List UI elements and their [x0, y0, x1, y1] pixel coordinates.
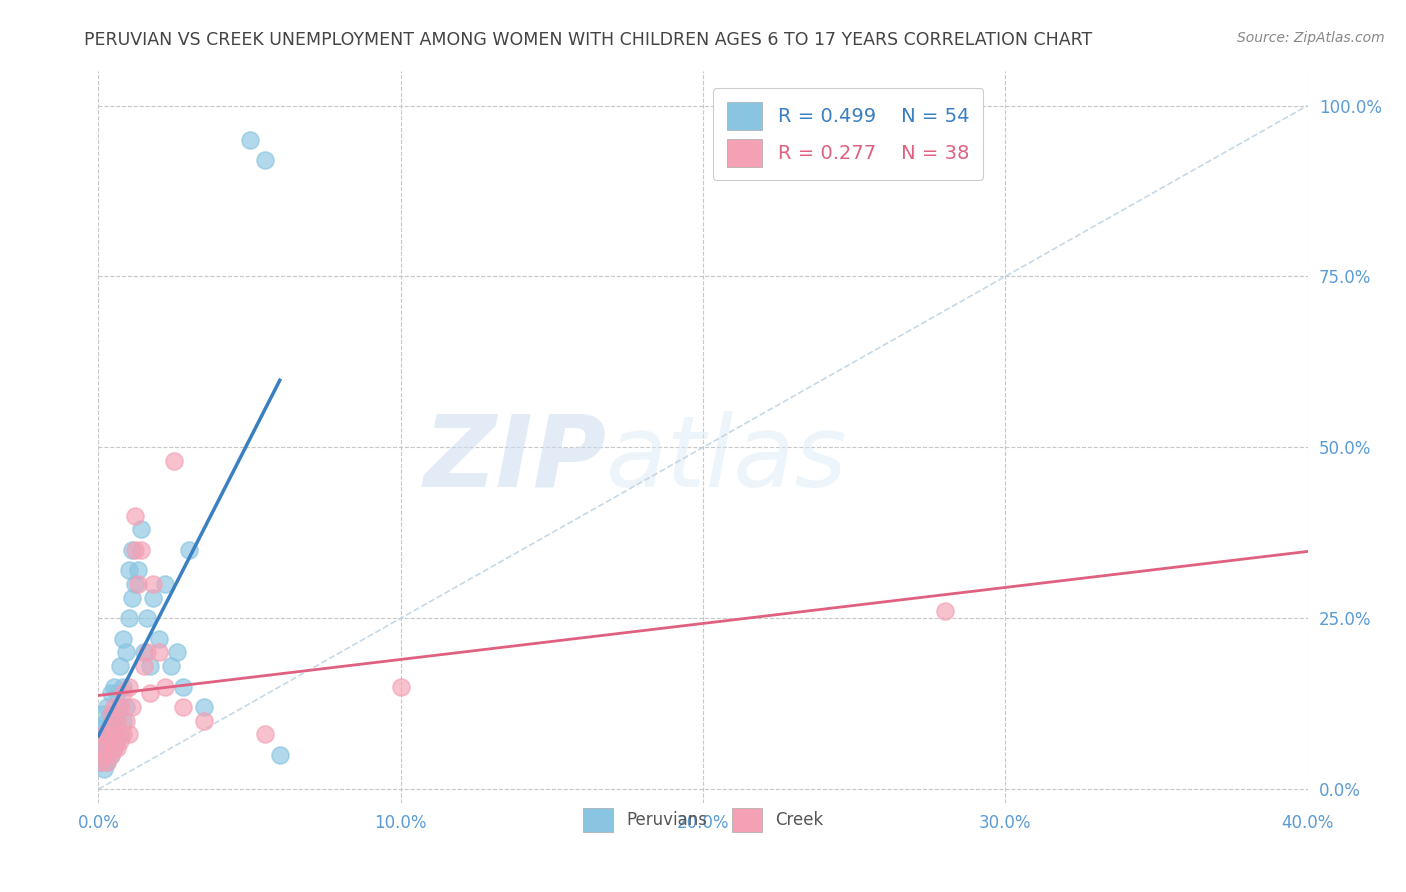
Point	[103, 741, 125, 756]
Point	[105, 714, 128, 728]
Point	[253, 727, 276, 741]
Point	[90, 755, 112, 769]
Point	[934, 604, 956, 618]
Point	[103, 680, 125, 694]
Point	[100, 721, 122, 735]
Point	[108, 734, 131, 748]
Point	[153, 680, 176, 694]
Point	[93, 706, 115, 721]
Point	[127, 563, 149, 577]
Point	[111, 686, 134, 700]
Point	[172, 680, 194, 694]
Point	[127, 577, 149, 591]
Point	[108, 700, 131, 714]
Point	[129, 522, 152, 536]
Point	[100, 747, 122, 762]
Point	[179, 542, 201, 557]
Point	[93, 762, 115, 776]
Point	[96, 727, 118, 741]
Point	[124, 577, 146, 591]
Point	[96, 700, 118, 714]
Point	[142, 591, 165, 605]
Point	[111, 680, 134, 694]
Point	[105, 741, 128, 756]
Point	[96, 755, 118, 769]
Point	[118, 611, 141, 625]
Point	[193, 714, 215, 728]
Point	[118, 727, 141, 741]
Point	[172, 700, 194, 714]
Point	[118, 563, 141, 577]
Point	[132, 659, 155, 673]
Point	[111, 727, 134, 741]
Point	[111, 632, 134, 646]
Point	[93, 747, 115, 762]
Text: ZIP: ZIP	[423, 410, 606, 508]
Point	[105, 734, 128, 748]
Point	[108, 700, 131, 714]
Point	[129, 542, 152, 557]
Point	[108, 727, 131, 741]
Point	[239, 133, 262, 147]
Point	[103, 700, 125, 714]
Point	[103, 741, 125, 756]
Point	[105, 714, 128, 728]
Point	[93, 727, 115, 741]
Point	[103, 727, 125, 741]
Point	[100, 727, 122, 741]
Point	[100, 706, 122, 721]
Point	[96, 734, 118, 748]
Point	[93, 747, 115, 762]
Point	[153, 577, 176, 591]
Point	[132, 645, 155, 659]
Point	[93, 734, 115, 748]
Point	[100, 686, 122, 700]
Point	[96, 714, 118, 728]
Legend: Peruvians, Creek: Peruvians, Creek	[576, 801, 830, 838]
Point	[90, 727, 112, 741]
Point	[96, 755, 118, 769]
Point	[118, 680, 141, 694]
Point	[389, 680, 412, 694]
Point	[139, 659, 162, 673]
Point	[100, 706, 122, 721]
Point	[100, 734, 122, 748]
Point	[90, 755, 112, 769]
Point	[121, 542, 143, 557]
Point	[114, 714, 136, 728]
Point	[142, 577, 165, 591]
Point	[114, 700, 136, 714]
Point	[121, 700, 143, 714]
Point	[193, 700, 215, 714]
Point	[253, 153, 276, 168]
Point	[114, 645, 136, 659]
Point	[124, 508, 146, 523]
Point	[269, 747, 291, 762]
Point	[103, 714, 125, 728]
Point	[96, 741, 118, 756]
Point	[166, 645, 188, 659]
Point	[139, 686, 162, 700]
Point	[93, 721, 115, 735]
Point	[135, 645, 157, 659]
Text: PERUVIAN VS CREEK UNEMPLOYMENT AMONG WOMEN WITH CHILDREN AGES 6 TO 17 YEARS CORR: PERUVIAN VS CREEK UNEMPLOYMENT AMONG WOM…	[84, 31, 1092, 49]
Point	[100, 747, 122, 762]
Point	[148, 645, 170, 659]
Point	[108, 659, 131, 673]
Point	[163, 454, 186, 468]
Point	[105, 686, 128, 700]
Point	[103, 721, 125, 735]
Point	[90, 741, 112, 756]
Text: atlas: atlas	[606, 410, 848, 508]
Point	[90, 741, 112, 756]
Point	[121, 591, 143, 605]
Point	[160, 659, 183, 673]
Point	[148, 632, 170, 646]
Point	[135, 611, 157, 625]
Text: Source: ZipAtlas.com: Source: ZipAtlas.com	[1237, 31, 1385, 45]
Point	[111, 714, 134, 728]
Point	[124, 542, 146, 557]
